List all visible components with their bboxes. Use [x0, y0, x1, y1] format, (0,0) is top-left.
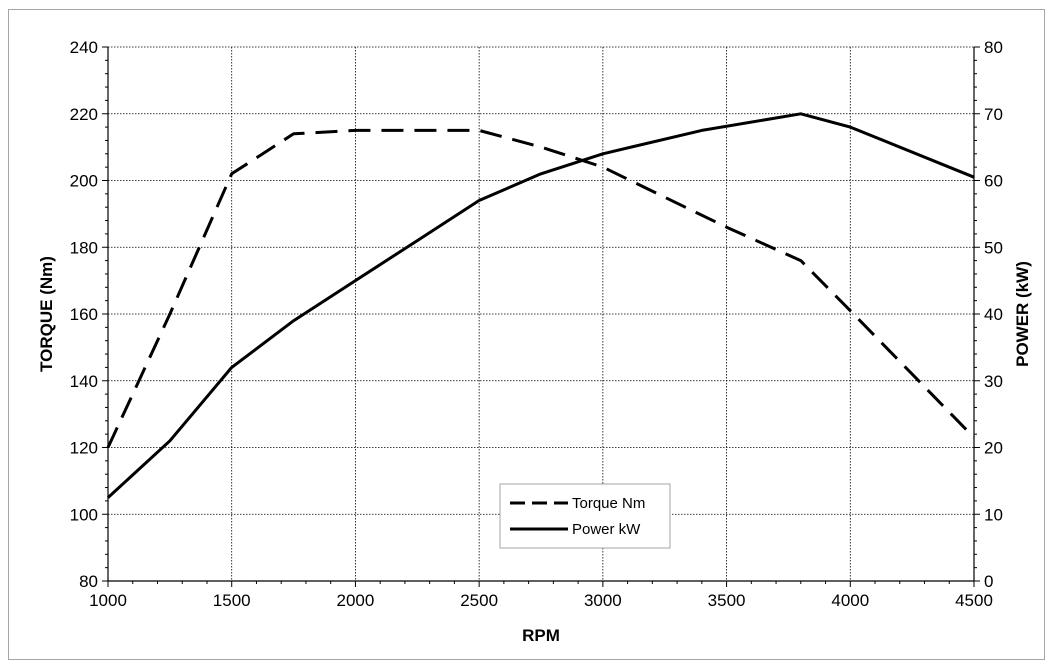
- x-tick-label: 3000: [584, 591, 622, 610]
- x-tick-label: 2000: [337, 591, 375, 610]
- y-left-tick-label: 240: [70, 38, 98, 57]
- y-right-tick-label: 10: [984, 505, 1003, 524]
- y-axis-right-title: POWER (kW): [1013, 261, 1032, 367]
- x-axis-title: RPM: [522, 626, 560, 645]
- y-left-tick-label: 160: [70, 305, 98, 324]
- power-series-line: [106, 112, 975, 499]
- x-tick-label: 2500: [460, 591, 498, 610]
- x-tick-label: 3500: [708, 591, 746, 610]
- y-right-tick-label: 0: [984, 572, 993, 591]
- y-left-tick-label: 120: [70, 439, 98, 458]
- y-right-tick-label: 50: [984, 238, 1003, 257]
- x-tick-label: 1000: [89, 591, 127, 610]
- legend-label-power: Power kW: [572, 521, 641, 538]
- y-left-tick-label: 80: [79, 572, 98, 591]
- y-right-tick-label: 70: [984, 105, 1003, 124]
- y-right-tick-label: 30: [984, 372, 1003, 391]
- y-left-tick-label: 140: [70, 372, 98, 391]
- legend-label-torque: Torque Nm: [572, 495, 645, 512]
- y-left-tick-label: 180: [70, 238, 98, 257]
- y-axis-left-title: TORQUE (Nm): [37, 256, 56, 372]
- x-tick-label: 4500: [955, 591, 993, 610]
- tick-labels: 80 100 120 140 160 180 200 220 240 0 10 20 30 40 50 60 7…: [70, 38, 1003, 610]
- y-left-tick-label: 100: [70, 505, 98, 524]
- grid: [108, 46, 974, 581]
- x-tick-label: 1500: [213, 591, 251, 610]
- y-left-tick-label: 220: [70, 105, 98, 124]
- y-right-tick-label: 40: [984, 305, 1003, 324]
- y-left-tick-label: 200: [70, 172, 98, 191]
- legend: Torque Nm Power kW: [499, 483, 671, 549]
- x-tick-label: 4000: [831, 591, 869, 610]
- y-right-tick-label: 80: [984, 38, 1003, 57]
- series-lines: [106, 112, 976, 499]
- torque-series-line: [106, 128, 976, 449]
- y-right-tick-label: 20: [984, 439, 1003, 458]
- legend-box: [499, 483, 671, 549]
- y-right-tick-label: 60: [984, 172, 1003, 191]
- axes: [102, 46, 980, 587]
